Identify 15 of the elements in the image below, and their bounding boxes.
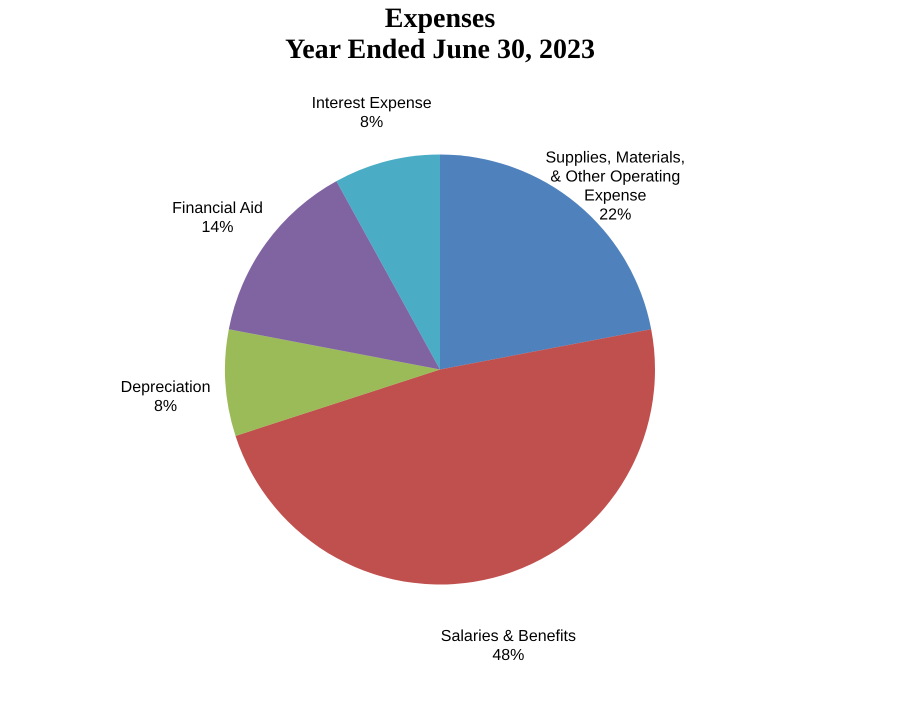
data-label: 14% — [202, 218, 234, 236]
slice-label: Salaries & Benefits — [440, 628, 576, 645]
data-label: 8% — [360, 114, 384, 132]
slice-label: Depreciation — [120, 378, 210, 396]
data-label: 22% — [599, 206, 632, 224]
pie-slice — [336, 154, 440, 370]
chart-subtitle: Year Ended June 30, 2023 — [285, 34, 595, 65]
data-label: 48% — [492, 646, 524, 664]
chart-title: Expenses — [384, 3, 496, 34]
pie-slice — [225, 329, 440, 436]
slice-label: Interest Expense — [312, 95, 432, 112]
slice-label: Supplies, Materials, & Other Operating Expense — [545, 150, 686, 205]
data-label: 8% — [154, 398, 178, 415]
slice-label: Financial Aid — [172, 200, 263, 217]
pie-slice — [236, 329, 655, 584]
